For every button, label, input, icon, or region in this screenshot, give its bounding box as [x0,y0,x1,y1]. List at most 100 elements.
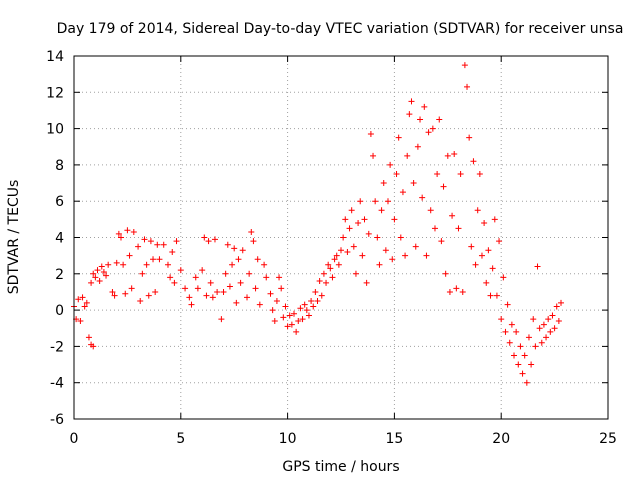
data-point [476,170,483,177]
data-point [412,243,419,250]
y-axis-label: SDTVAR / TECUs [6,180,22,295]
data-point [192,274,199,281]
data-point [449,212,456,219]
data-point [312,288,319,295]
data-point [367,131,374,138]
data-point [128,285,135,292]
data-point [543,334,550,341]
data-point [453,285,460,292]
data-point [143,261,150,268]
data-point [310,303,317,310]
data-point [237,279,244,286]
data-point [194,285,201,292]
data-point [414,143,421,150]
data-point [472,261,479,268]
data-point [464,83,471,90]
data-point [201,234,208,241]
data-point [329,274,336,281]
data-point [94,267,101,274]
data-point [267,290,274,297]
data-point [350,243,357,250]
data-point [423,252,430,259]
data-point [199,267,206,274]
data-point [145,292,152,299]
data-point [173,238,180,245]
data-point [344,249,351,256]
data-point [226,283,233,290]
data-point [81,303,88,310]
x-axis-label: GPS time / hours [282,459,399,475]
data-point [417,116,424,123]
data-point [323,279,330,286]
data-point [408,98,415,105]
data-point [154,241,161,248]
data-point [103,272,110,279]
data-point [248,229,255,236]
data-point [276,274,283,281]
data-point [320,270,327,277]
data-point [331,256,338,263]
data-point [113,259,120,266]
data-point [483,279,490,286]
data-point [538,339,545,346]
data-point [399,189,406,196]
data-point [77,317,84,324]
data-point [141,236,148,243]
y-tick-label: -6 [50,412,64,428]
data-point [404,152,411,159]
data-points [71,62,565,386]
axis-ticks [73,55,609,420]
data-point [333,252,340,259]
data-point [378,207,385,214]
data-point [100,268,107,275]
data-point [502,328,509,335]
data-point [504,301,511,308]
data-point [211,236,218,243]
data-point [342,216,349,223]
data-point [250,238,257,245]
data-point [139,270,146,277]
data-point [147,238,154,245]
data-point [98,263,105,270]
data-point [421,103,428,110]
data-point [220,288,227,295]
data-point [513,328,520,335]
data-point [429,125,436,132]
data-point [256,301,263,308]
data-point [402,252,409,259]
data-point [451,151,458,158]
data-point [363,279,370,286]
data-point [130,229,137,236]
data-point [156,256,163,263]
data-point [299,316,306,323]
data-point [487,292,494,299]
data-point [291,310,298,317]
y-tick-label: 10 [46,122,64,138]
data-point [442,270,449,277]
data-point [126,252,133,259]
data-point [75,296,82,303]
data-point [295,317,302,324]
data-point [555,317,562,324]
data-point [395,134,402,141]
data-point [239,247,246,254]
data-point [280,314,287,321]
data-point [233,299,240,306]
data-point [85,334,92,341]
data-point [325,261,332,268]
data-point [186,294,193,301]
y-tick-label: -4 [50,376,64,392]
data-point [303,307,310,314]
data-point [171,279,178,286]
data-point [137,298,144,305]
data-point [438,238,445,245]
data-point [305,312,312,319]
data-point [263,274,270,281]
y-tick-label: 12 [46,85,64,101]
data-point [203,292,210,299]
data-point [481,219,488,226]
data-point [79,294,86,301]
data-point [545,316,552,323]
data-point [528,361,535,368]
data-point [115,230,122,237]
